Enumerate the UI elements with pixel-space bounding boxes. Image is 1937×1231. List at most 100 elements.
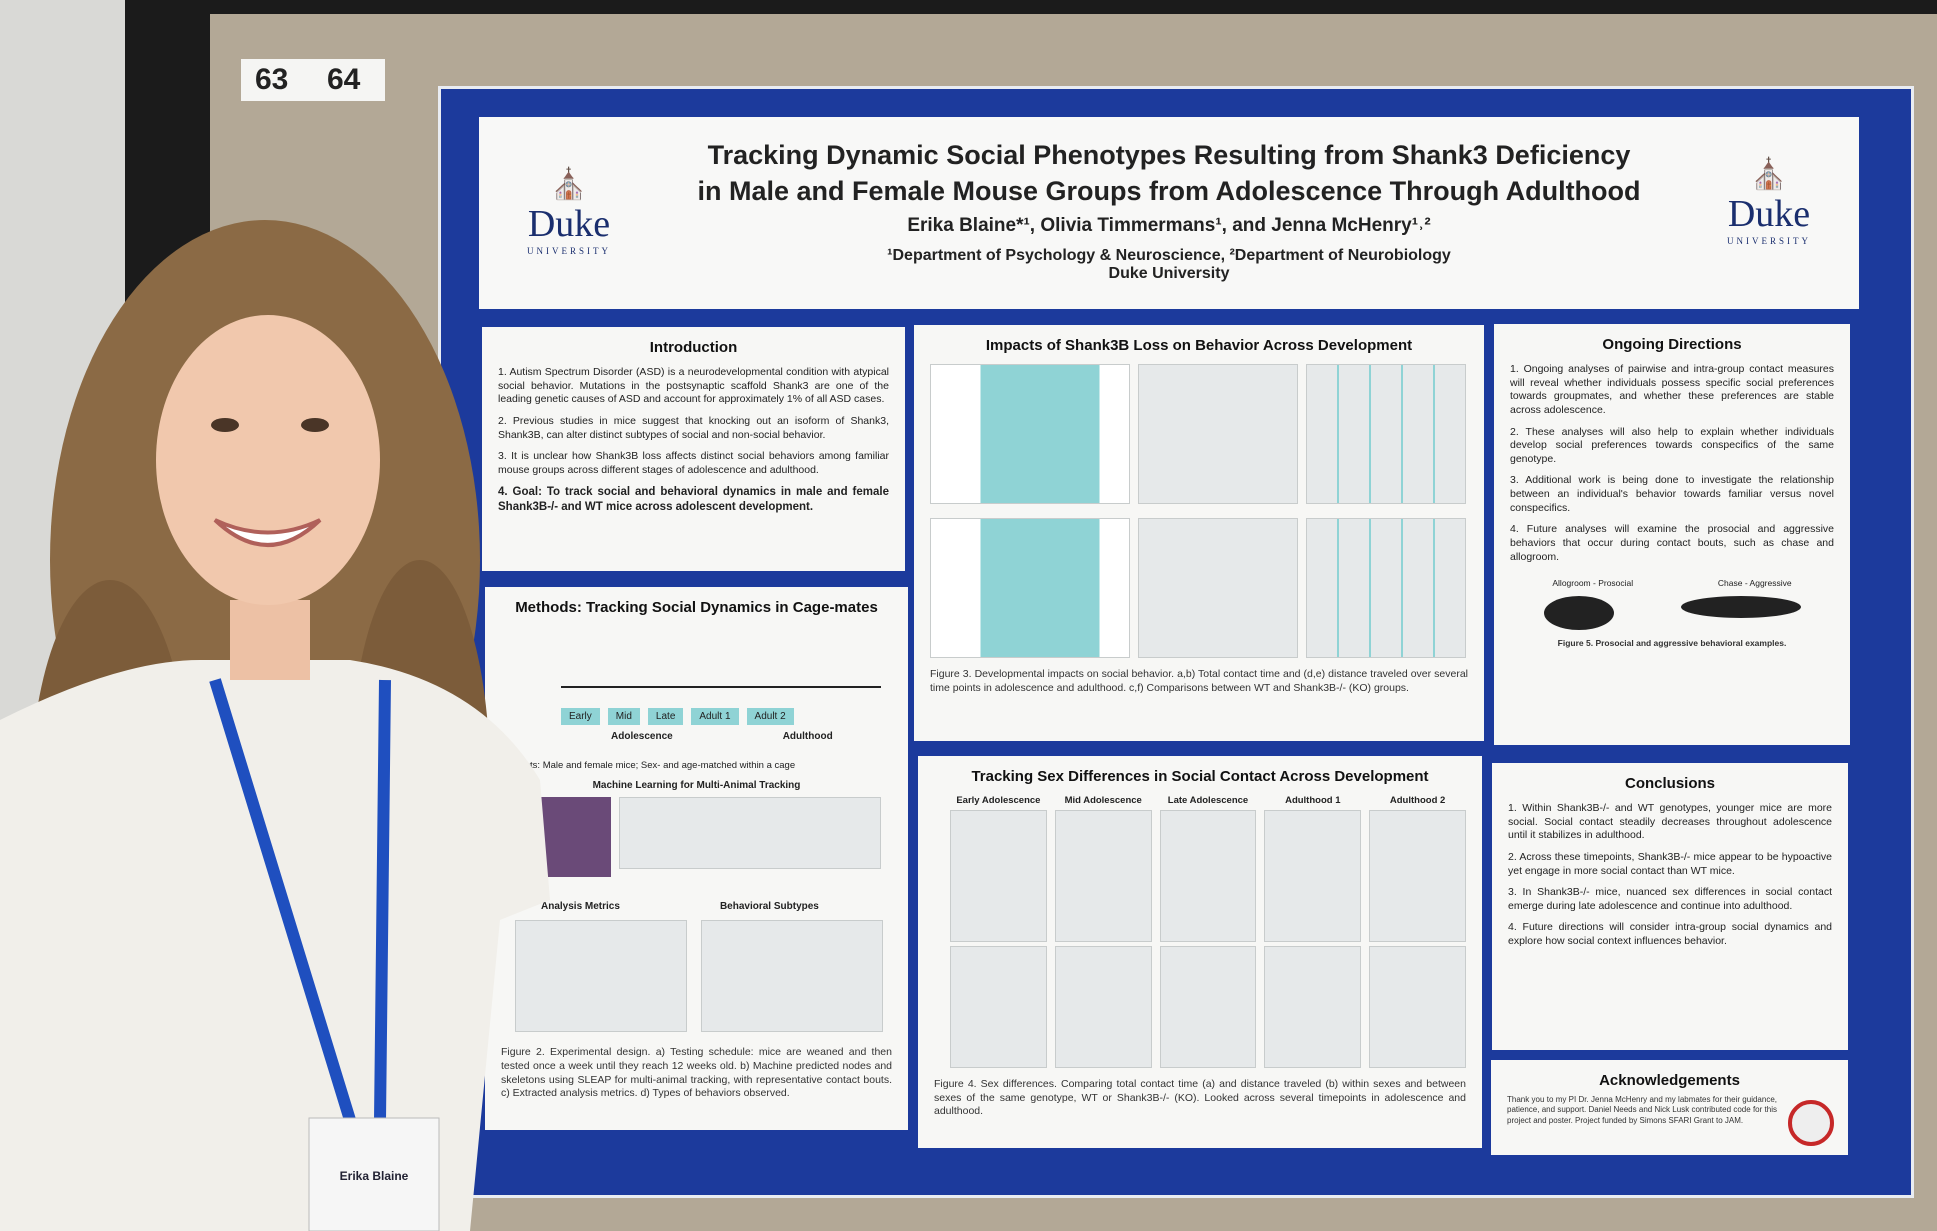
figure-panel [1138, 364, 1298, 504]
figure-image [515, 920, 687, 1033]
panel-grid: Early Adolescence Mid Adolescence Late A… [950, 795, 1466, 1068]
authors: Erika Blaine*¹, Olivia Timmermans¹, and … [907, 215, 1431, 236]
caption: Figure 5. Prosocial and aggressive behav… [1557, 638, 1787, 649]
panel-title: Early Adolescence [956, 795, 1041, 806]
ongoing-directions: Ongoing Directions 1. Ongoing analyses o… [1494, 324, 1850, 745]
badge-name: Erika Blaine [340, 1169, 409, 1183]
introduction: Introduction 1. Autism Spectrum Disorder… [482, 327, 905, 571]
figure-labels: Allogroom - Prosocial Chase - Aggressive [1510, 578, 1834, 588]
paragraph: 2. These analyses will also help to expl… [1510, 425, 1834, 465]
section-title: Introduction [649, 339, 738, 356]
smile [213, 518, 322, 547]
figure-panel [1306, 364, 1466, 504]
section-title: Impacts of Shank3B Loss on Behavior Acro… [985, 337, 1413, 354]
caption: Figure 3. Developmental impacts on socia… [930, 668, 1468, 694]
paragraph: 3. It is unclear how Shank3B loss affect… [498, 450, 889, 476]
mice [1510, 596, 1834, 631]
paragraph: 4. Future directions will consider intra… [1508, 921, 1832, 948]
paragraph: 3. In Shank3B-/- mice, nuanced sex diffe… [1508, 886, 1832, 912]
ml-title: Machine Learning for Multi-Animal Tracki… [592, 780, 801, 792]
header-text: Tracking Dynamic Social Phenotypes Resul… [629, 137, 1709, 283]
logo-text: Duke [1727, 193, 1811, 235]
figure-panel [1054, 946, 1152, 1068]
stage: Early [561, 708, 600, 725]
group: Adolescence [611, 731, 673, 742]
stage: Adult 2 [746, 708, 794, 725]
logo: ⛪ Duke UNIVERSITY [519, 167, 619, 256]
figure-panel [950, 946, 1047, 1068]
board-number: 64 [327, 63, 361, 96]
figure-image [619, 797, 881, 870]
figure-panel [1264, 946, 1362, 1068]
institution: Duke University [1108, 265, 1230, 282]
neck [230, 600, 310, 680]
figure-panel [1159, 946, 1257, 1068]
panel-title: Adulthood 2 [1389, 795, 1446, 806]
section-title: Acknowledgements [1599, 1072, 1740, 1089]
logo-text: Duke [527, 203, 611, 245]
lanyard [209, 678, 391, 1122]
caption: Figure 4. Sex differences. Comparing tot… [934, 1078, 1466, 1118]
caption: Figure 2. Experimental design. a) Testin… [501, 1046, 892, 1100]
stages: Early Mid Late Adult 1 Adult 2 [561, 706, 892, 725]
board-number: 63 [255, 63, 289, 96]
figure-panel [930, 518, 1130, 658]
section-title: Tracking Sex Differences in Social Conta… [971, 768, 1429, 785]
panel-title: Late Adolescence [1167, 795, 1249, 806]
figure-panel [1306, 518, 1466, 658]
paragraph: Thank you to my PI Dr. Jenna McHenry and… [1507, 1095, 1777, 1125]
subtitle: Behavioral Subtypes [719, 901, 819, 913]
analysis-figures [515, 920, 892, 1033]
paragraph: 3. Additional work is being done to inve… [1510, 474, 1834, 514]
impacts: Impacts of Shank3B Loss on Behavior Acro… [914, 325, 1484, 741]
paragraph: 2. Previous studies in mice suggest that… [498, 414, 889, 441]
logo-subtext: UNIVERSITY [527, 246, 611, 256]
panel-title: Adulthood 1 [1285, 795, 1341, 806]
paragraph: 4. Future analyses will examine the pros… [1510, 523, 1834, 563]
section-title: Methods: Tracking Social Dynamics in Cag… [515, 599, 878, 616]
figure-panel [930, 364, 1130, 504]
badge [308, 1117, 440, 1231]
face [156, 315, 380, 605]
subjects: Subjects: Male and female mice; Sex- and… [501, 760, 796, 771]
analysis-row: Analysis Metrics Behavioral Subtypes [541, 901, 892, 912]
paragraph: 4. Goal: To track social and behavioral … [498, 486, 889, 514]
board-number-tag: 63 64 [241, 59, 385, 101]
paragraph: 1. Ongoing analyses of pairwise and intr… [1510, 363, 1834, 416]
conclusions: Conclusions 1. Within Shank3B-/- and WT … [1492, 763, 1848, 1050]
group: Adulthood [782, 731, 833, 742]
shirt [0, 660, 550, 1231]
eye [301, 418, 329, 432]
title-line: Tracking Dynamic Social Phenotypes Resul… [707, 140, 1631, 170]
figure-panel [1054, 810, 1152, 942]
groups: Adolescence Adulthood [611, 731, 892, 742]
figure-panel [1369, 946, 1466, 1068]
stage: Late [647, 708, 684, 725]
stage: Adult 1 [691, 708, 739, 725]
board-frame-top [210, 0, 1937, 14]
methods: Methods: Tracking Social Dynamics in Cag… [485, 587, 908, 1130]
figure-grid [930, 364, 1468, 658]
no-photo-icon [1788, 1100, 1834, 1146]
figure-panel [950, 810, 1047, 942]
eye [211, 418, 239, 432]
figure-panel [1369, 810, 1466, 942]
sex-differences: Tracking Sex Differences in Social Conta… [918, 756, 1482, 1148]
paragraph: 1. Autism Spectrum Disorder (ASD) is a n… [498, 366, 889, 406]
logo-subtext: UNIVERSITY [1727, 236, 1811, 246]
title-line: in Male and Female Mouse Groups from Ado… [697, 176, 1641, 206]
paragraph: 1. Within Shank3B-/- and WT genotypes, y… [1508, 802, 1832, 842]
stage: Mid [607, 708, 640, 725]
affiliation: ¹Department of Psychology & Neuroscience… [887, 247, 1451, 264]
figure-panel [1264, 810, 1362, 942]
person: Erika Blaine [0, 220, 550, 1231]
poster-header: ⛪ Duke UNIVERSITY ⛪ Duke UNIVERSITY Tracking… [479, 117, 1859, 309]
mouse-image [1680, 596, 1801, 619]
section-title: Conclusions [1624, 775, 1715, 792]
figure-label: Chase - Aggressive [1717, 578, 1792, 589]
figure-label: Allogroom - Prosocial [1552, 578, 1634, 589]
logo: ⛪ Duke UNIVERSITY [1719, 157, 1819, 246]
figure-panel [1138, 518, 1298, 658]
acknowledgements: Acknowledgements Thank you to my PI Dr. … [1491, 1060, 1848, 1155]
